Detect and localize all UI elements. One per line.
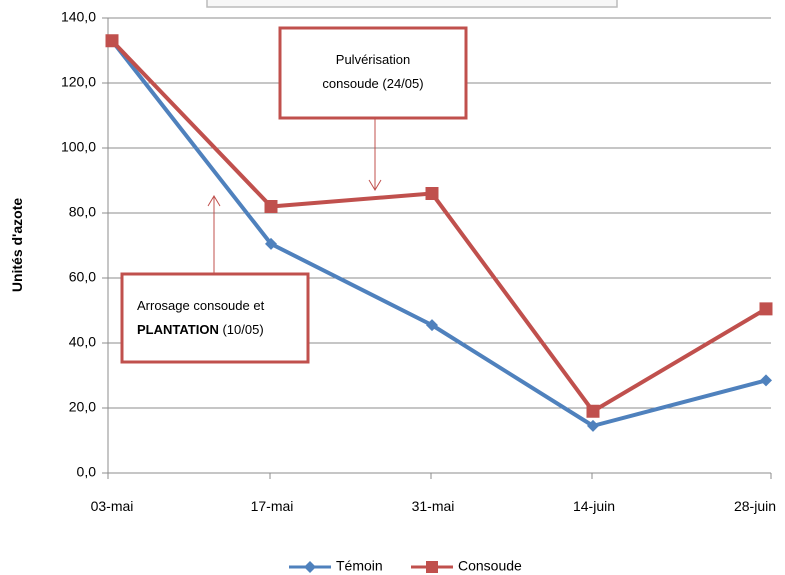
data-point-consoude [264, 200, 278, 213]
y-tick-label: 60,0 [69, 269, 96, 285]
x-tick-label: 31-mai [412, 498, 455, 514]
y-tick-labels: 0,0 20,0 40,0 60,0 80,0 100,0 120,0 140,0 [61, 9, 96, 480]
legend-label-temoin: Témoin [336, 558, 383, 574]
x-tick-label: 14-juin [573, 498, 615, 514]
data-point-tmoin [426, 319, 438, 332]
arrow-head [207, 195, 221, 207]
annotation-line: PLANTATION (10/05) [137, 322, 264, 337]
y-tick-label: 40,0 [69, 334, 96, 350]
data-point-tmoin [265, 237, 277, 250]
annotation-line: Pulvérisation [336, 52, 410, 67]
data-point-consoude [105, 34, 119, 48]
annotation-box [278, 26, 468, 120]
annotation-pulverisation: Pulvérisation consoude (24/05) [278, 26, 468, 191]
axes [102, 17, 772, 479]
series-group [105, 34, 773, 432]
data-point-consoude [586, 404, 600, 418]
x-tick-labels: 03-mai 17-mai 31-mai 14-juin 28-juin [91, 498, 776, 514]
annotation-arrosage: Arrosage consoude et PLANTATION (10/05) [120, 195, 310, 364]
arrow-head [368, 179, 382, 191]
data-point-consoude [425, 187, 439, 200]
annotation-line: Arrosage consoude et [137, 298, 265, 313]
y-tick-label: 140,0 [61, 9, 96, 25]
data-point-tmoin [587, 419, 599, 432]
y-axis-label: Unités d'azote [9, 198, 25, 293]
top-panel [206, 0, 618, 8]
legend: Témoin Consoude [289, 558, 522, 574]
annotation-line: consoude (24/05) [322, 76, 423, 91]
legend-marker-consoude [426, 561, 438, 573]
y-tick-label: 80,0 [69, 204, 96, 220]
x-tick-label: 17-mai [251, 498, 294, 514]
y-tick-label: 100,0 [61, 139, 96, 155]
annotation-bold: PLANTATION [137, 322, 219, 337]
annotation-normal: (10/05) [219, 322, 264, 337]
y-tick-label: 0,0 [77, 464, 97, 480]
data-point-tmoin [760, 374, 772, 387]
x-tick-label: 03-mai [91, 498, 134, 514]
y-tick-label: 120,0 [61, 74, 96, 90]
data-point-consoude [759, 302, 773, 316]
annotation-box [120, 272, 310, 364]
y-tick-label: 20,0 [69, 399, 96, 415]
legend-label-consoude: Consoude [458, 558, 522, 574]
legend-marker-temoin [304, 561, 316, 573]
x-tick-label: 28-juin [734, 498, 776, 514]
